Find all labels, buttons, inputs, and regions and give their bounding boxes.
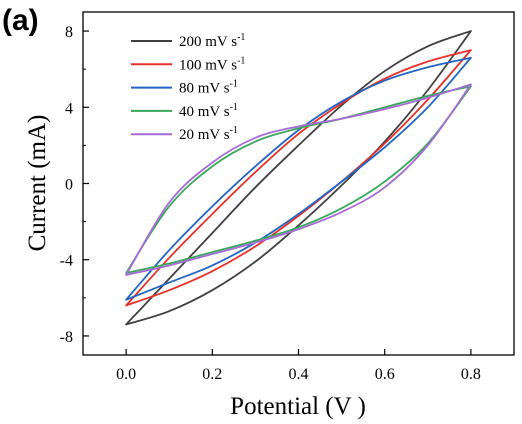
y-tick-label: 0 (65, 177, 73, 194)
y-tick-label: 8 (65, 24, 73, 41)
series-line-3 (125, 56, 472, 301)
y-axis-label: Current (mA) (24, 115, 51, 252)
y-tick-label: 4 (65, 100, 73, 117)
legend-label-1: 200 mV s-1 (179, 32, 245, 50)
series-line-4 (125, 85, 472, 274)
x-tick-label: 0.6 (375, 366, 395, 383)
ticks-layer: 0.0 0.2 0.4 0.6 0.8 8 4 0 -4 -8 (60, 24, 481, 383)
x-axis-label: Potential (V ) (230, 393, 366, 420)
y-tick-label: -8 (60, 329, 73, 346)
legend-label-5: 20 mV s-1 (179, 125, 238, 143)
legend-label-2: 100 mV s-1 (179, 55, 245, 73)
curves-layer (125, 30, 472, 326)
panel-label: (a) (2, 4, 39, 37)
series-line-1 (125, 30, 472, 326)
legend-label-4: 40 mV s-1 (179, 102, 238, 120)
y-tick-label: -4 (60, 253, 73, 270)
legend: 200 mV s-1 100 mV s-1 80 mV s-1 40 mV s-1 20… (131, 32, 245, 143)
x-tick-label: 0.2 (202, 366, 222, 383)
x-tick-label: 0.4 (289, 366, 309, 383)
series-line-5 (125, 83, 472, 276)
legend-label-3: 80 mV s-1 (179, 79, 238, 97)
x-tick-label: 0.8 (461, 366, 481, 383)
series-line-2 (125, 49, 472, 307)
x-tick-label: 0.0 (116, 366, 136, 383)
